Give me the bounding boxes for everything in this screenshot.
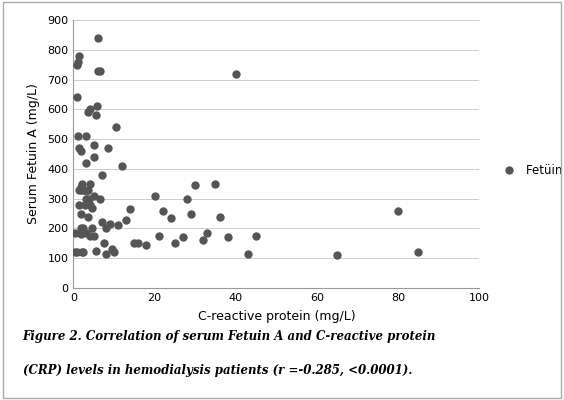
Point [74, 52, 83, 59]
Point [75, 186, 84, 193]
Point [178, 234, 187, 240]
Point [85, 106, 94, 112]
Point [89, 142, 98, 148]
Point [99, 240, 108, 246]
Point [102, 250, 111, 257]
Point [105, 221, 114, 227]
Point [75, 202, 84, 208]
Point [142, 242, 151, 248]
Point [150, 192, 159, 199]
Point [91, 112, 100, 118]
Point [81, 160, 90, 166]
Point [82, 133, 91, 139]
Point [211, 180, 220, 187]
Point [203, 230, 212, 236]
Point [90, 154, 99, 160]
Point [89, 192, 98, 199]
Point [71, 230, 80, 236]
Point [79, 249, 88, 256]
Point [77, 210, 86, 217]
Point [81, 188, 90, 194]
Point [130, 240, 139, 246]
Point [109, 249, 118, 256]
Point [97, 219, 106, 226]
Point [102, 225, 111, 232]
Point [76, 184, 85, 190]
Point [333, 252, 342, 258]
Point [126, 206, 135, 212]
Point [183, 196, 192, 202]
Point [85, 233, 94, 239]
Legend: Fetüin A: Fetüin A [497, 164, 564, 176]
Point [187, 210, 196, 217]
Point [77, 148, 86, 154]
Text: (CRP) levels in hemodialysis patients (r =-0.285, <0.0001).: (CRP) levels in hemodialysis patients (r… [23, 364, 412, 377]
Point [252, 233, 261, 239]
Point [83, 109, 92, 116]
Point [83, 213, 92, 220]
Point [76, 231, 85, 238]
Point [79, 186, 88, 193]
Point [97, 172, 106, 178]
Point [394, 207, 403, 214]
Point [74, 133, 83, 139]
Point [71, 249, 80, 256]
Point [79, 225, 88, 232]
Point [78, 249, 87, 256]
Point [191, 182, 200, 188]
Point [87, 204, 96, 211]
Point [103, 145, 112, 151]
Point [73, 249, 82, 256]
Point [89, 233, 98, 239]
Point [199, 237, 208, 244]
Point [83, 186, 92, 193]
Point [81, 230, 90, 236]
X-axis label: C-reactive protein (mg/L): C-reactive protein (mg/L) [197, 310, 355, 323]
Point [72, 62, 81, 68]
Point [154, 233, 163, 239]
Point [112, 124, 121, 130]
Point [73, 94, 82, 101]
Point [231, 70, 240, 77]
Point [92, 103, 102, 110]
Point [85, 180, 94, 187]
Point [215, 213, 224, 220]
Point [414, 249, 423, 256]
Point [122, 216, 131, 223]
Point [81, 196, 90, 202]
Point [91, 248, 100, 254]
Point [77, 186, 86, 193]
Point [86, 202, 95, 208]
Point [75, 145, 84, 151]
Point [93, 35, 102, 41]
Point [166, 215, 175, 221]
Point [170, 240, 179, 246]
Point [158, 207, 167, 214]
Point [78, 180, 87, 187]
Point [134, 240, 143, 246]
Point [80, 202, 89, 208]
Point [244, 250, 253, 257]
Point [93, 68, 102, 74]
Point [87, 225, 96, 232]
Y-axis label: Serum Fetuin A (mg/L): Serum Fetuin A (mg/L) [28, 84, 41, 224]
Point [77, 225, 86, 232]
Point [107, 246, 116, 252]
Point [223, 234, 232, 240]
Point [113, 222, 122, 229]
Point [84, 196, 93, 202]
Point [95, 196, 104, 202]
Point [95, 68, 104, 74]
Point [74, 58, 83, 65]
Point [117, 163, 126, 169]
Text: Figure 2. Correlation of serum Fetuin A and C-reactive protein: Figure 2. Correlation of serum Fetuin A … [23, 330, 436, 343]
